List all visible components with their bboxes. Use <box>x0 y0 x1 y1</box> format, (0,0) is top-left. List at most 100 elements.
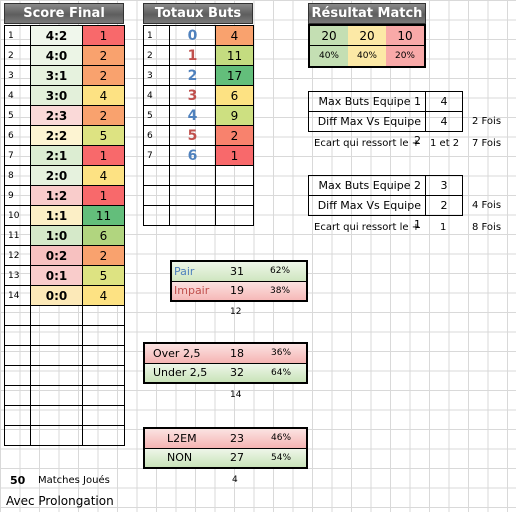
score-value: 0:2 <box>30 245 83 266</box>
table-row: 8 2:0 4 <box>4 165 125 186</box>
over-percent: 36% <box>271 348 292 358</box>
empty-row <box>4 365 125 386</box>
under-label: Under 2,5 <box>153 366 208 379</box>
goals-count: 2 <box>215 125 254 146</box>
over-label: Over 2,5 <box>153 347 201 360</box>
goals-value: 5 <box>169 125 216 146</box>
score-value: 3:0 <box>30 85 83 106</box>
table-row: 2 4:0 2 <box>4 45 125 66</box>
ecart-equipe1-value: 1 et 2 <box>430 138 460 149</box>
l2em-percent: 46% <box>271 433 292 443</box>
resultat-value: 20 <box>310 26 348 46</box>
score-value: 2:0 <box>30 165 83 186</box>
empty-cell <box>82 365 125 386</box>
impair-value: 19 <box>230 284 244 297</box>
score-count: 5 <box>82 125 125 146</box>
max-buts-equipe1-label: Max Buts Equipe 1 <box>308 91 426 112</box>
row-number: 14 <box>4 285 31 306</box>
ecart-equipe1-fois: 7 Fois <box>472 138 502 149</box>
resultat-value: 10 <box>386 26 424 46</box>
row-number: 5 <box>4 105 31 126</box>
table-row: 14 0:0 4 <box>4 285 125 306</box>
ecart-equipe2-value: 1 <box>440 222 447 233</box>
empty-row <box>4 345 125 366</box>
empty-cell <box>169 205 216 226</box>
impair-row: Impair 19 38% <box>172 282 306 300</box>
goals-value: 2 <box>169 65 216 86</box>
empty-cell <box>82 305 125 326</box>
diff-max-equipe1-value: 2 <box>425 195 463 216</box>
table-row: 9 1:2 1 <box>4 185 125 206</box>
empty-cell <box>143 165 170 186</box>
empty-row <box>143 165 254 186</box>
non-row: NON 27 54% <box>145 449 306 467</box>
score-count: 4 <box>82 285 125 306</box>
goals-count: 11 <box>215 45 254 66</box>
goals-count: 4 <box>215 25 254 46</box>
empty-cell <box>4 305 31 326</box>
empty-cell <box>169 165 216 186</box>
score-value: 2:2 <box>30 125 83 146</box>
goals-count: 17 <box>215 65 254 86</box>
impair-percent: 38% <box>270 286 291 296</box>
empty-cell <box>4 425 31 446</box>
table-row: 3 3:1 2 <box>4 65 125 86</box>
table-row: 1 4:2 1 <box>4 25 125 46</box>
goals-value: 4 <box>169 105 216 126</box>
empty-row <box>4 425 125 446</box>
resultat-value: 20 <box>348 26 386 46</box>
pair-value: 31 <box>230 265 244 278</box>
resultat-match-box: 20 20 10 40% 40% 20% <box>308 24 426 68</box>
diff-max-equipe1-label: Diff Max Vs Equipe 1 <box>308 195 426 231</box>
pair-row: Pair 31 62% <box>172 262 306 282</box>
empty-cell <box>30 325 83 346</box>
score-final-header: Score Final <box>4 3 124 24</box>
score-count: 4 <box>82 85 125 106</box>
non-value: 27 <box>230 451 244 464</box>
resultat-match-header: Résultat Match <box>308 3 426 24</box>
empty-row <box>4 405 125 426</box>
score-value: 0:0 <box>30 285 83 306</box>
table-row: 12 0:2 2 <box>4 245 125 266</box>
pair-percent: 62% <box>270 266 291 276</box>
empty-cell <box>169 185 216 206</box>
empty-cell <box>30 405 83 426</box>
l2em-footer: 4 <box>232 475 238 485</box>
score-count: 6 <box>82 225 125 246</box>
matches-label: Matches Joués <box>38 475 110 486</box>
score-value: 0:1 <box>30 265 83 286</box>
under-percent: 64% <box>271 368 292 378</box>
row-number: 8 <box>4 165 31 186</box>
goals-value: 0 <box>169 25 216 46</box>
empty-cell <box>82 385 125 406</box>
ecart-equipe2-fois: 8 Fois <box>472 222 502 233</box>
empty-cell <box>215 205 254 226</box>
goals-value: 6 <box>169 145 216 166</box>
row-number: 12 <box>4 245 31 266</box>
totaux-buts-table: 1 0 4 2 1 11 3 2 17 4 3 6 5 4 9 6 5 2 7 6 1 <box>143 25 254 226</box>
ecart-equipe1-label: Ecart qui ressort le + <box>314 138 421 149</box>
table-row: 4 3:0 4 <box>4 85 125 106</box>
empty-cell <box>4 405 31 426</box>
max-buts-equipe2-label: Max Buts Equipe 2 <box>308 175 426 196</box>
score-count: 11 <box>82 205 125 226</box>
empty-cell <box>30 425 83 446</box>
score-value: 1:0 <box>30 225 83 246</box>
row-number: 9 <box>4 185 31 206</box>
empty-cell <box>82 325 125 346</box>
table-row: 11 1:0 6 <box>4 225 125 246</box>
goals-value: 3 <box>169 85 216 106</box>
score-count: 1 <box>82 145 125 166</box>
l2em-row: L2EM 23 46% <box>145 429 306 449</box>
table-row: 7 2:1 1 <box>4 145 125 166</box>
score-count: 2 <box>82 105 125 126</box>
pair-impair-footer: 12 <box>230 307 242 317</box>
matches-count: 50 <box>10 474 26 487</box>
non-percent: 54% <box>271 453 292 463</box>
resultat-percent: 20% <box>386 46 424 66</box>
score-value: 4:2 <box>30 25 83 46</box>
